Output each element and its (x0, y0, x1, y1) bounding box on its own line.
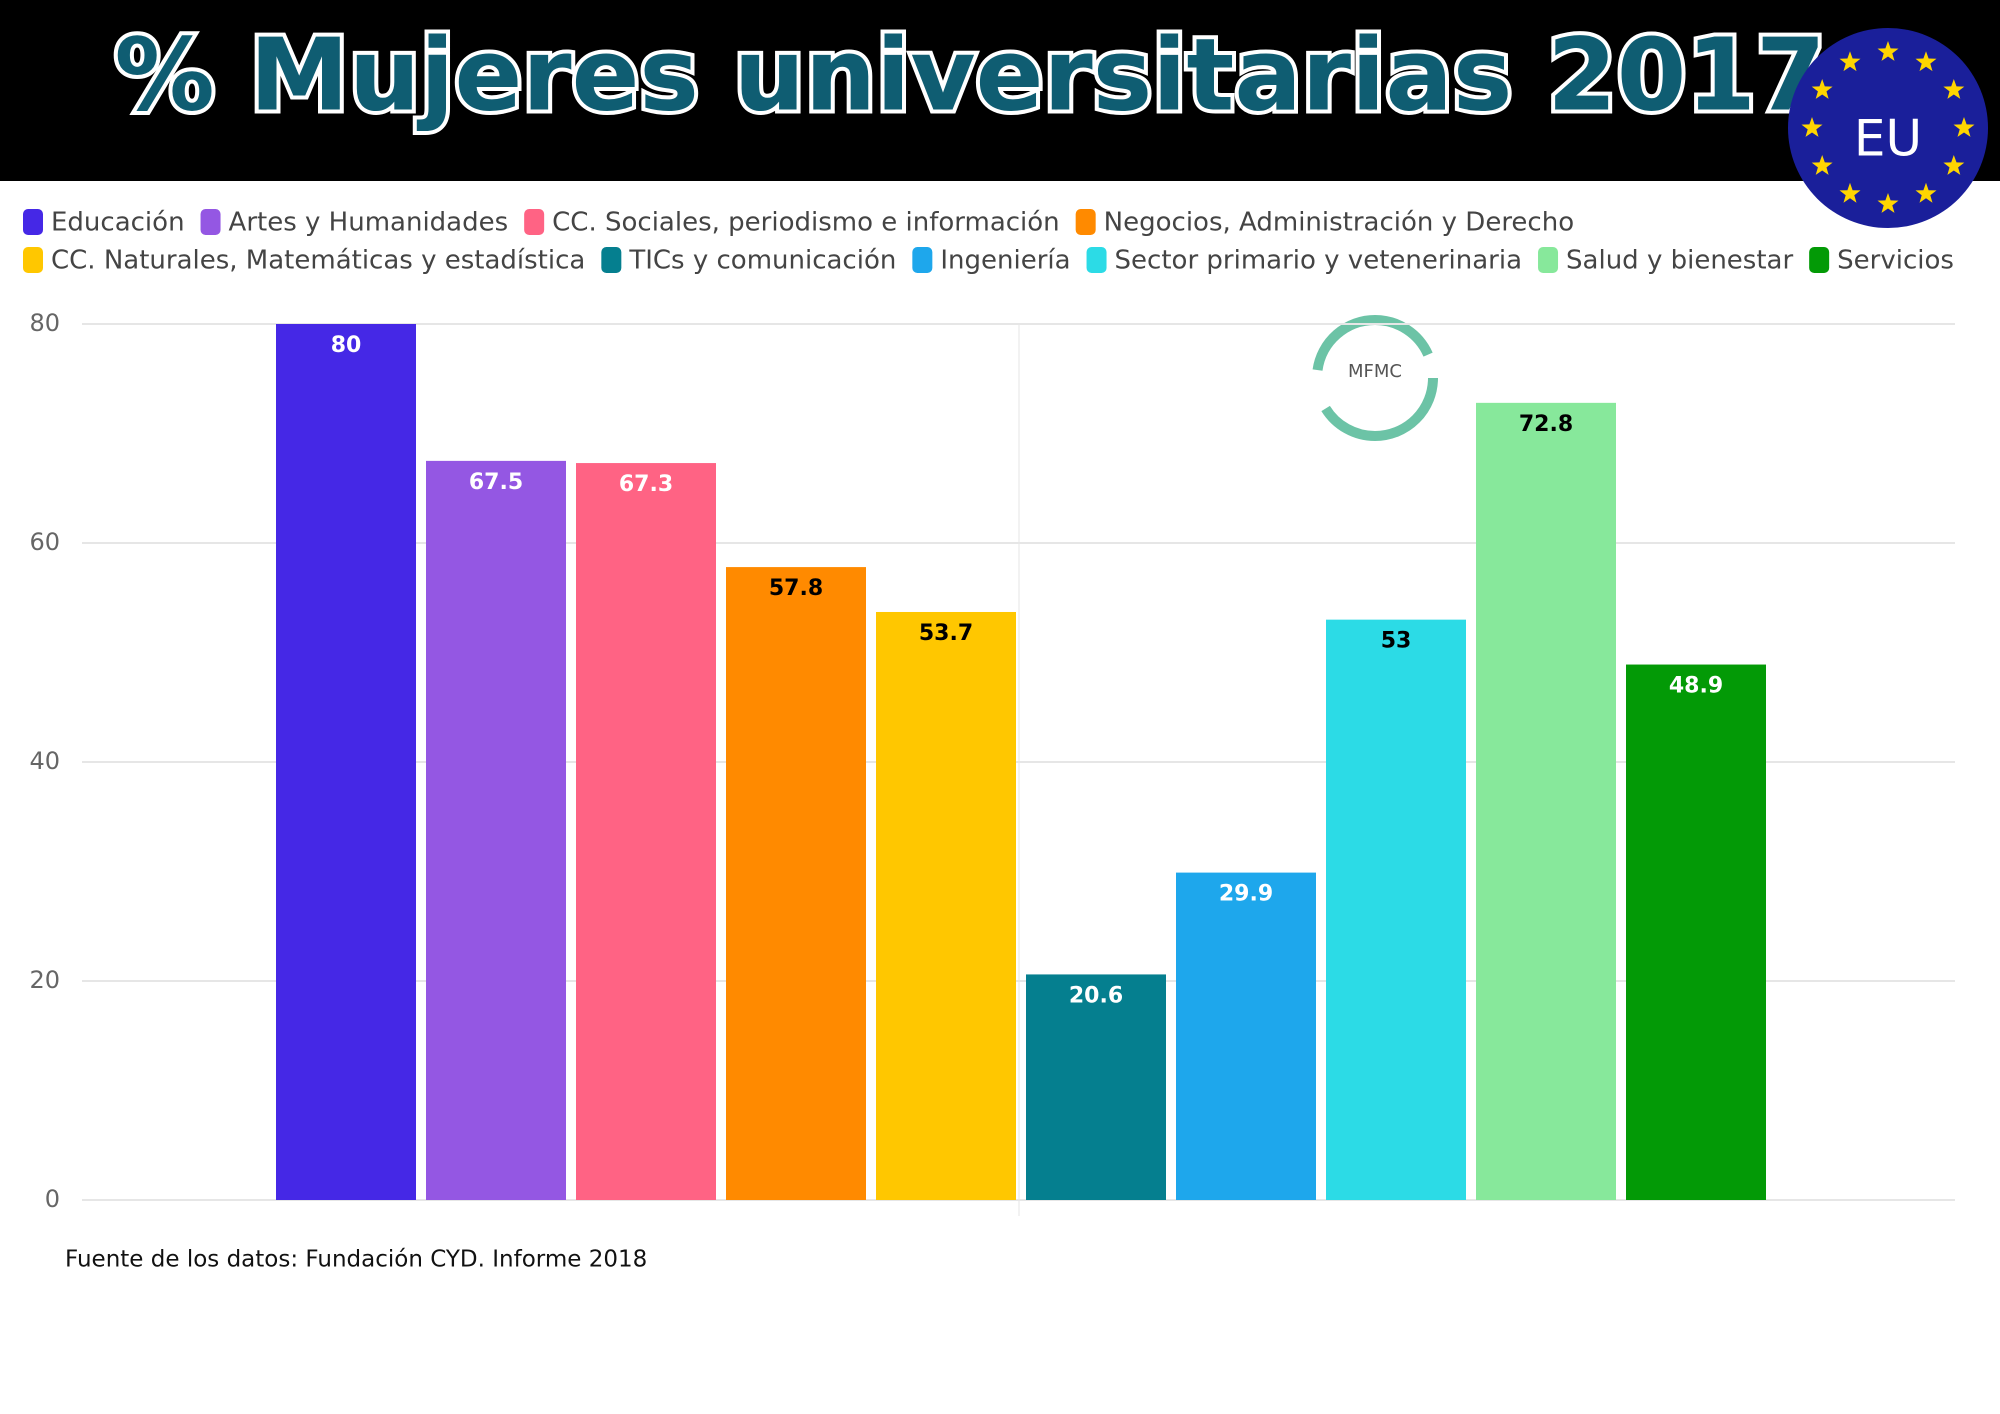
legend-label: TICs y comunicación (628, 246, 896, 276)
eu-star (1943, 155, 1965, 175)
logo-text: MFMC (1348, 361, 1402, 382)
bar (1476, 402, 1616, 1201)
bar (1026, 974, 1166, 1200)
legend-swatch (200, 209, 221, 235)
y-tick-label: 60 (29, 528, 60, 556)
eu-star (1811, 155, 1833, 175)
legend-label: CC. Naturales, Matemáticas y estadística (51, 246, 585, 276)
legend-label: Negocios, Administración y Derecho (1104, 208, 1574, 238)
legend-label: Sector primario y vetenerinaria (1115, 246, 1522, 276)
eu-star (1953, 117, 1975, 137)
logo-ring (1312, 315, 1438, 441)
bar-label: 80 (331, 333, 362, 358)
y-tick-label: 0 (45, 1185, 60, 1213)
bar (1626, 664, 1766, 1200)
bar-label: 72.8 (1519, 412, 1573, 437)
legend-label: Educación (51, 208, 185, 238)
logo: MFMC (1312, 315, 1438, 441)
legend-swatch (23, 247, 43, 273)
bar (426, 460, 566, 1200)
bar-label: 53 (1381, 629, 1412, 654)
eu-star (1915, 51, 1937, 72)
legend-swatch (1086, 247, 1107, 273)
y-tick-label: 20 (29, 966, 60, 994)
bar (876, 611, 1016, 1200)
eu-badge (1788, 28, 1988, 228)
bar-label: 57.8 (769, 576, 823, 601)
legend-swatch (23, 209, 43, 235)
y-tick-label: 40 (29, 747, 60, 775)
bar (276, 324, 416, 1200)
bar (1326, 619, 1466, 1200)
source: Fuente de los datos: Fundación CYD. Info… (65, 1247, 647, 1273)
eu-star (1915, 182, 1937, 203)
bar-label: 53.7 (919, 621, 973, 646)
bar-label: 67.3 (619, 472, 673, 497)
eu-star (1811, 79, 1833, 99)
title-band (0, 0, 2000, 181)
legend: Educación Artes y Humanidades CC. Sociales… (23, 208, 1954, 276)
legend-swatch (1538, 247, 1559, 273)
bar (576, 463, 716, 1200)
bar-label: 29.9 (1219, 882, 1273, 907)
bar (1176, 872, 1316, 1200)
legend-swatch (912, 247, 933, 273)
legend-label: Servicios (1837, 246, 1954, 276)
eu-star (1943, 79, 1965, 99)
legend-swatch (1809, 247, 1830, 273)
legend-label: Salud y bienestar (1566, 246, 1793, 276)
legend-swatch (524, 209, 545, 235)
bar-label: 67.5 (469, 470, 523, 495)
eu-star (1839, 51, 1861, 72)
bar-label: 20.6 (1069, 983, 1123, 1008)
y-tick-label: 80 (29, 309, 60, 337)
eu-stars (1801, 41, 1975, 213)
badge-text: EU (1854, 110, 1922, 168)
legend-label: Ingeniería (940, 246, 1070, 276)
eu-star (1877, 41, 1899, 61)
legend-label: CC. Sociales, periodismo e información (552, 208, 1060, 238)
eu-star (1839, 182, 1861, 203)
legend-label: Artes y Humanidades (229, 208, 509, 238)
chart-title: % Mujeres universitarias 2017 (114, 16, 1825, 133)
bar-label: 48.9 (1669, 674, 1723, 699)
legend-swatch (1075, 209, 1096, 235)
eu-star (1801, 117, 1823, 137)
eu-star (1877, 193, 1899, 213)
legend-swatch (601, 247, 622, 273)
bar (726, 567, 866, 1200)
